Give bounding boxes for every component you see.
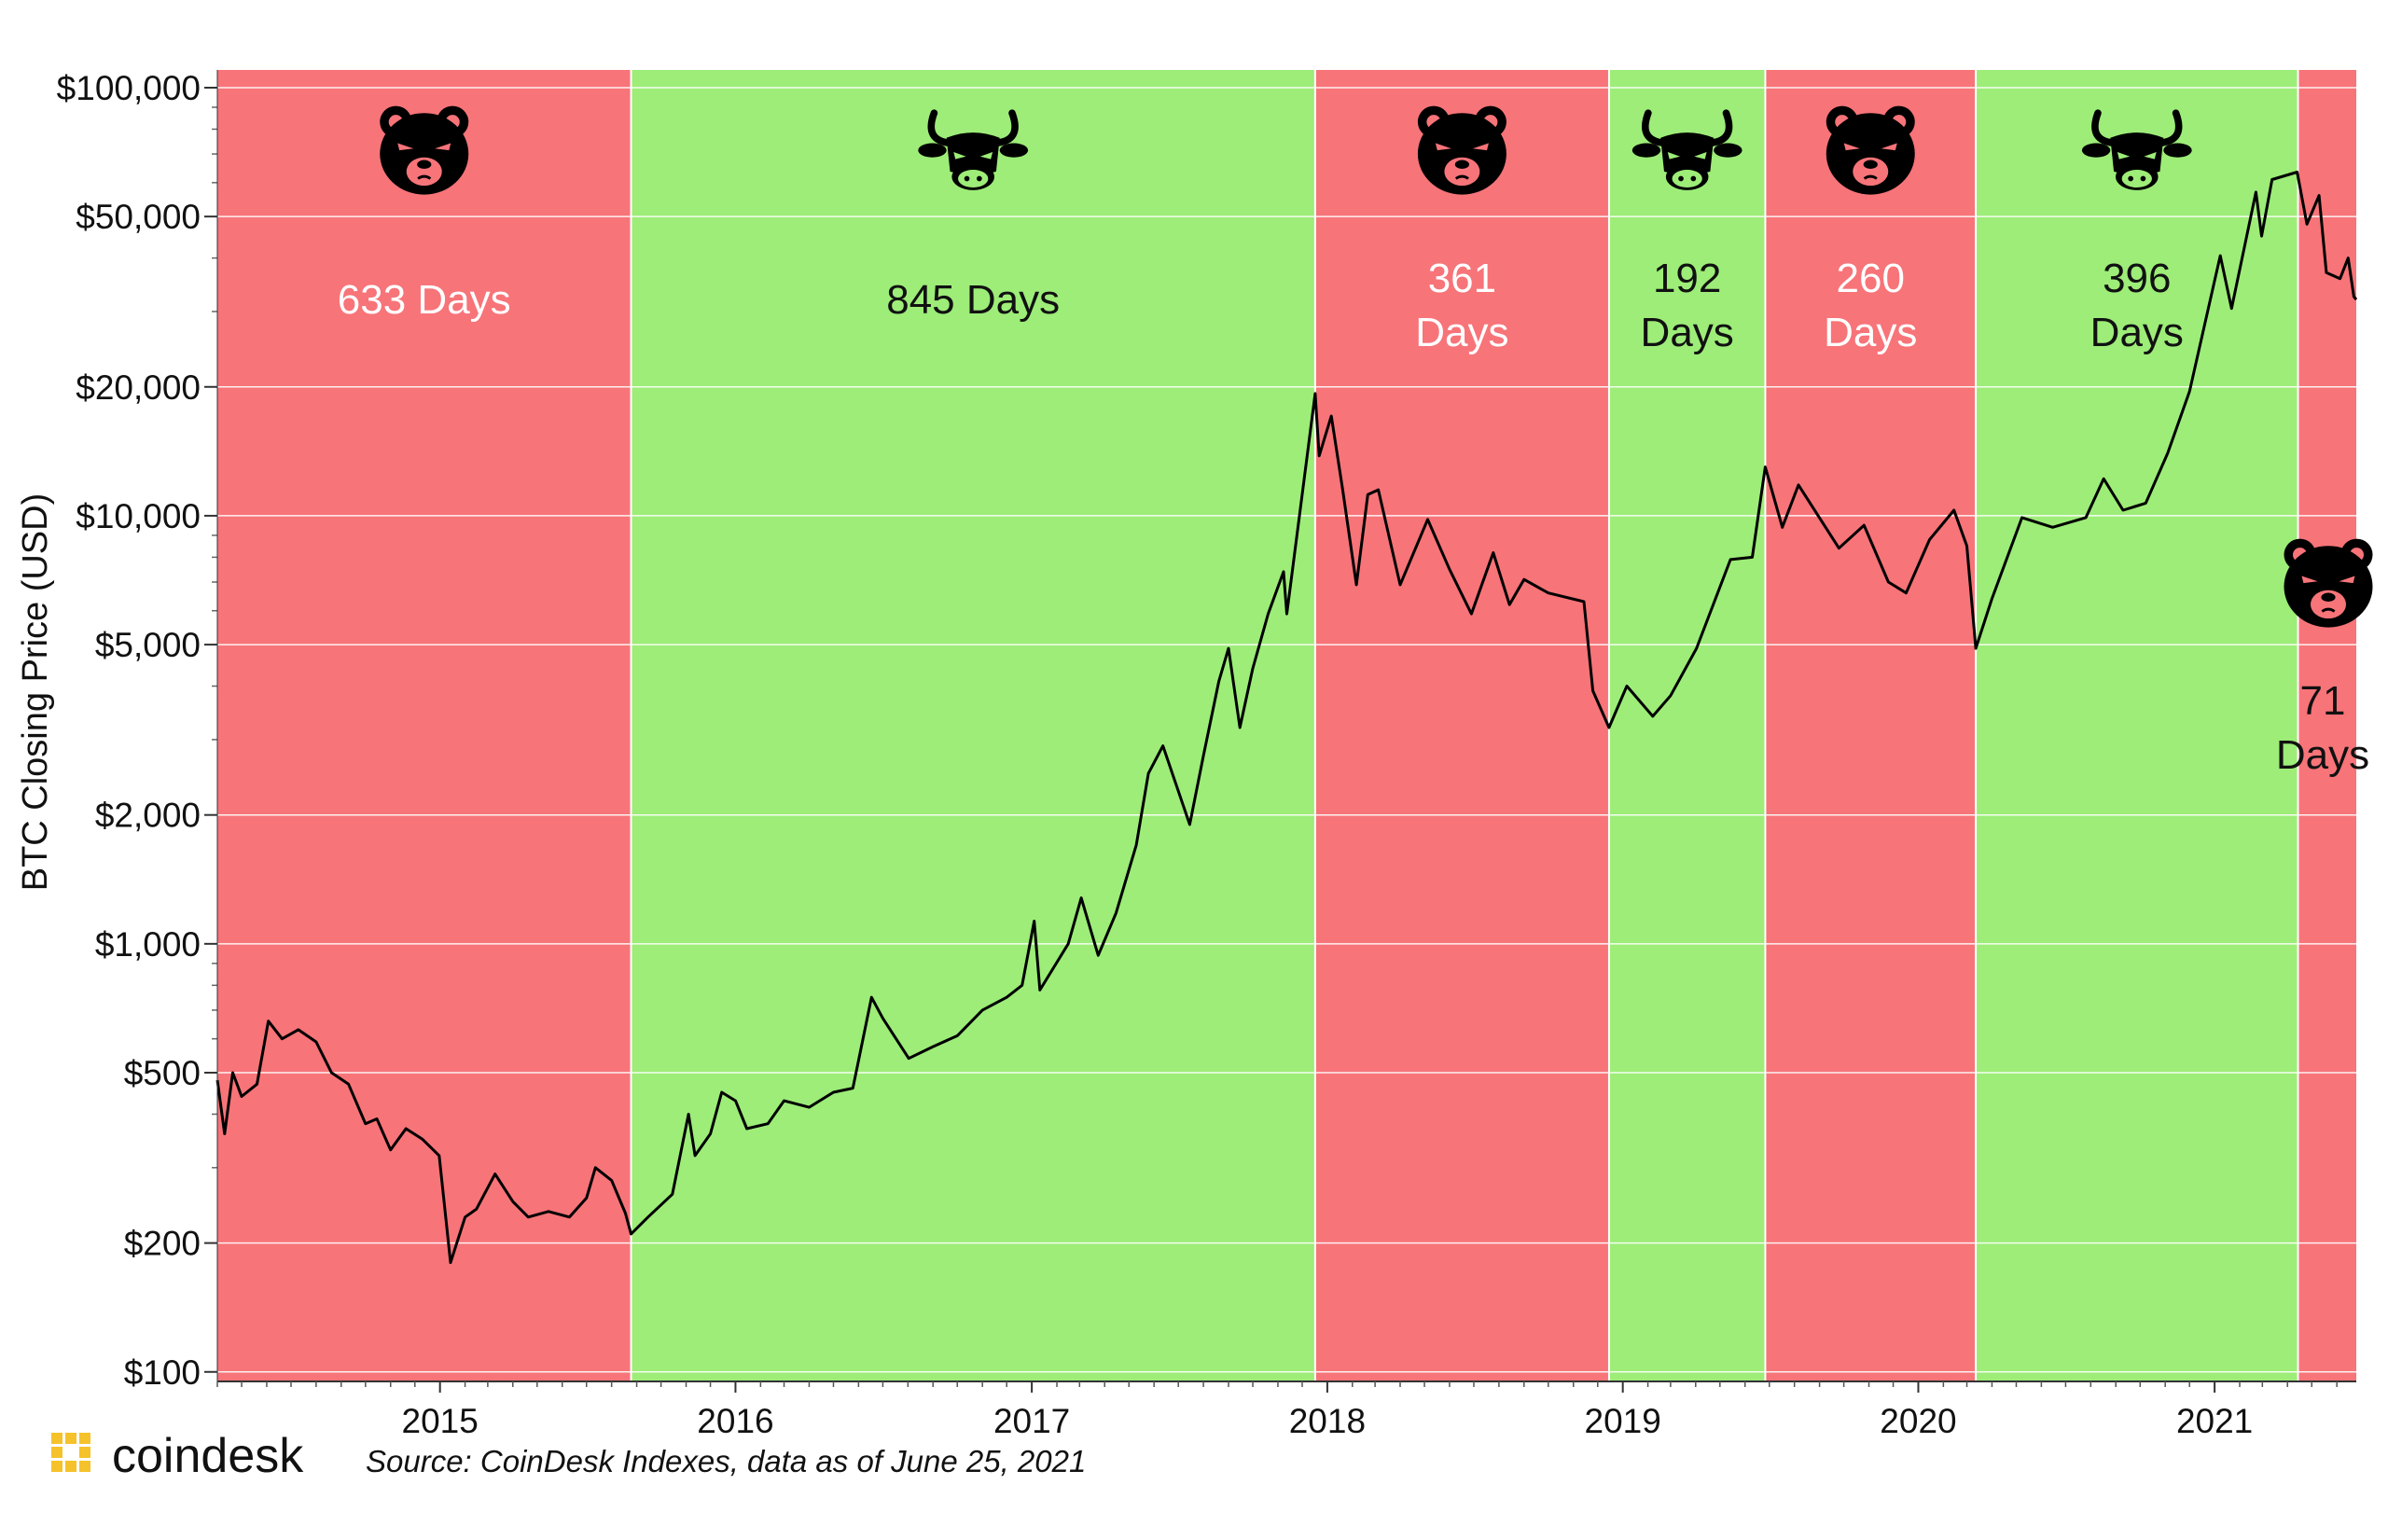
bear-period-band xyxy=(2298,70,2356,1381)
bear-period-band xyxy=(1314,70,1609,1381)
coindesk-logo: coindesk xyxy=(51,1429,304,1483)
x-tick-label: 2018 xyxy=(1289,1402,1366,1440)
y-tick-label: $200 xyxy=(124,1225,201,1263)
y-tick-label: $100 xyxy=(124,1353,201,1392)
period-duration-label: 845 Days xyxy=(886,277,1060,323)
price-series xyxy=(215,171,2358,1265)
period-duration-label: 361 xyxy=(1428,256,1496,301)
period-duration-label: Days xyxy=(2090,310,2184,355)
x-tick-label: 2015 xyxy=(402,1402,479,1440)
coindesk-logo-mark xyxy=(51,1433,90,1472)
period-duration-label: 633 Days xyxy=(338,277,511,323)
period-duration-label: 71 xyxy=(2300,678,2346,724)
coindesk-logo-text: coindesk xyxy=(112,1429,304,1483)
y-tick-label: $100,000 xyxy=(57,69,201,107)
period-duration-label: Days xyxy=(1415,310,1508,355)
bear-icon xyxy=(378,104,470,197)
gridlines xyxy=(217,87,2356,1373)
period-duration-label: 260 xyxy=(1837,256,1905,301)
bull-period-band xyxy=(1608,70,1766,1381)
market-period-bands xyxy=(217,70,2356,1381)
y-tick-label: $2,000 xyxy=(95,797,201,835)
bear-icon xyxy=(1416,104,1508,197)
axes: $100 $200 $500 $1,000 $2,000 $5,000 $10,000 $20… xyxy=(57,69,2356,1440)
x-tick-label: 2021 xyxy=(2176,1402,2253,1440)
bear-icon xyxy=(1825,104,1917,197)
y-tick-label: $10,000 xyxy=(76,497,201,535)
x-tick-label: 2016 xyxy=(697,1402,773,1440)
period-duration-label: Days xyxy=(2276,732,2369,778)
period-duration-label: Days xyxy=(1824,310,1917,355)
y-tick-label: $500 xyxy=(124,1054,201,1092)
period-labels: 633 Days 845 Days 361 Days 192 Days 260 Days 396… xyxy=(338,256,2369,778)
x-tick-label: 2017 xyxy=(993,1402,1070,1440)
y-tick-label: $20,000 xyxy=(76,368,201,407)
y-axis-label: BTC Closing Price (USD) xyxy=(16,493,55,892)
bear-period-band xyxy=(217,70,632,1381)
y-tick-label: $1,000 xyxy=(95,925,201,964)
period-duration-label: Days xyxy=(1641,310,1734,355)
bear-icon xyxy=(2283,537,2374,630)
source-note: Source: CoinDesk Indexes, data as of Jun… xyxy=(366,1444,1086,1478)
x-tick-label: 2020 xyxy=(1880,1402,1956,1440)
y-tick-label: $50,000 xyxy=(76,198,201,236)
bear-period-band xyxy=(1765,70,1977,1381)
period-duration-label: 396 xyxy=(2103,256,2171,301)
y-tick-label: $5,000 xyxy=(95,626,201,664)
bull-period-band xyxy=(631,70,1315,1381)
x-tick-label: 2019 xyxy=(1585,1402,1661,1440)
bull-period-band xyxy=(1976,70,2298,1381)
period-duration-label: 192 xyxy=(1653,256,1721,301)
